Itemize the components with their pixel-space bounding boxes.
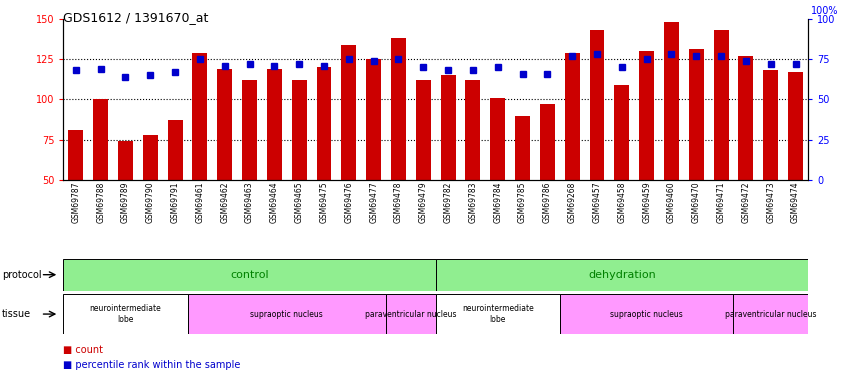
Text: GSM69460: GSM69460 (667, 182, 676, 223)
Bar (560, 294, 733, 334)
Text: neurointermediate
lobe: neurointermediate lobe (90, 304, 162, 324)
Text: GSM69785: GSM69785 (518, 182, 527, 223)
Bar (69, 130, 83, 180)
Text: GSM69476: GSM69476 (344, 182, 354, 223)
Bar (689, 50, 704, 180)
Text: GSM69784: GSM69784 (493, 182, 503, 223)
Bar (788, 72, 803, 180)
Text: GSM69479: GSM69479 (419, 182, 428, 223)
Text: GSM69789: GSM69789 (121, 182, 130, 223)
Text: tissue: tissue (2, 309, 30, 319)
Text: protocol: protocol (2, 270, 41, 280)
Bar (93, 99, 108, 180)
Bar (386, 294, 436, 334)
Bar (188, 294, 386, 334)
Bar (436, 294, 560, 334)
Bar (465, 80, 481, 180)
Text: control: control (230, 270, 269, 280)
Bar (416, 80, 431, 180)
Bar (143, 135, 157, 180)
Text: GSM69475: GSM69475 (320, 182, 328, 223)
Bar (63, 294, 188, 334)
Bar (515, 116, 530, 180)
Bar (441, 75, 455, 180)
Bar (436, 259, 808, 291)
Text: GSM69787: GSM69787 (71, 182, 80, 223)
Bar (118, 141, 133, 180)
Text: GSM69783: GSM69783 (469, 182, 477, 223)
Bar (217, 69, 232, 180)
Text: GSM69457: GSM69457 (592, 182, 602, 223)
Bar (63, 259, 436, 291)
Bar (714, 30, 728, 180)
Bar (590, 30, 604, 180)
Bar (739, 56, 753, 180)
Text: GSM69470: GSM69470 (692, 182, 700, 223)
Text: GSM69790: GSM69790 (146, 182, 155, 223)
Bar (733, 294, 808, 334)
Text: paraventricular nucleus: paraventricular nucleus (725, 310, 816, 319)
Text: GSM69268: GSM69268 (568, 182, 577, 223)
Bar (342, 45, 356, 180)
Text: GSM69464: GSM69464 (270, 182, 279, 223)
Bar (292, 80, 306, 180)
Bar (366, 59, 381, 180)
Text: GSM69786: GSM69786 (543, 182, 552, 223)
Text: GSM69782: GSM69782 (443, 182, 453, 223)
Text: supraoptic nucleus: supraoptic nucleus (250, 310, 323, 319)
Text: 100%: 100% (810, 6, 838, 16)
Text: GSM69463: GSM69463 (245, 182, 254, 223)
Text: GSM69462: GSM69462 (220, 182, 229, 223)
Text: GSM69472: GSM69472 (741, 182, 750, 223)
Bar (491, 98, 505, 180)
Text: GSM69471: GSM69471 (717, 182, 726, 223)
Text: neurointermediate
lobe: neurointermediate lobe (462, 304, 534, 324)
Bar (565, 53, 580, 180)
Text: GSM69477: GSM69477 (369, 182, 378, 223)
Text: dehydration: dehydration (588, 270, 656, 280)
Text: supraoptic nucleus: supraoptic nucleus (610, 310, 683, 319)
Text: GDS1612 / 1391670_at: GDS1612 / 1391670_at (63, 11, 209, 24)
Bar (540, 104, 555, 180)
Bar (193, 53, 207, 180)
Text: GSM69465: GSM69465 (294, 182, 304, 223)
Text: GSM69458: GSM69458 (618, 182, 626, 223)
Bar (640, 51, 654, 180)
Text: GSM69461: GSM69461 (195, 182, 205, 223)
Bar (316, 67, 332, 180)
Text: ■ percentile rank within the sample: ■ percentile rank within the sample (63, 360, 241, 370)
Bar (242, 80, 257, 180)
Bar (763, 70, 778, 180)
Bar (391, 38, 406, 180)
Text: GSM69459: GSM69459 (642, 182, 651, 223)
Text: GSM69788: GSM69788 (96, 182, 105, 223)
Text: GSM69473: GSM69473 (766, 182, 775, 223)
Bar (267, 69, 282, 180)
Text: GSM69474: GSM69474 (791, 182, 800, 223)
Text: ■ count: ■ count (63, 345, 103, 355)
Bar (614, 85, 629, 180)
Text: paraventricular nucleus: paraventricular nucleus (365, 310, 457, 319)
Text: GSM69478: GSM69478 (394, 182, 403, 223)
Bar (168, 120, 183, 180)
Text: GSM69791: GSM69791 (171, 182, 179, 223)
Bar (664, 22, 678, 180)
